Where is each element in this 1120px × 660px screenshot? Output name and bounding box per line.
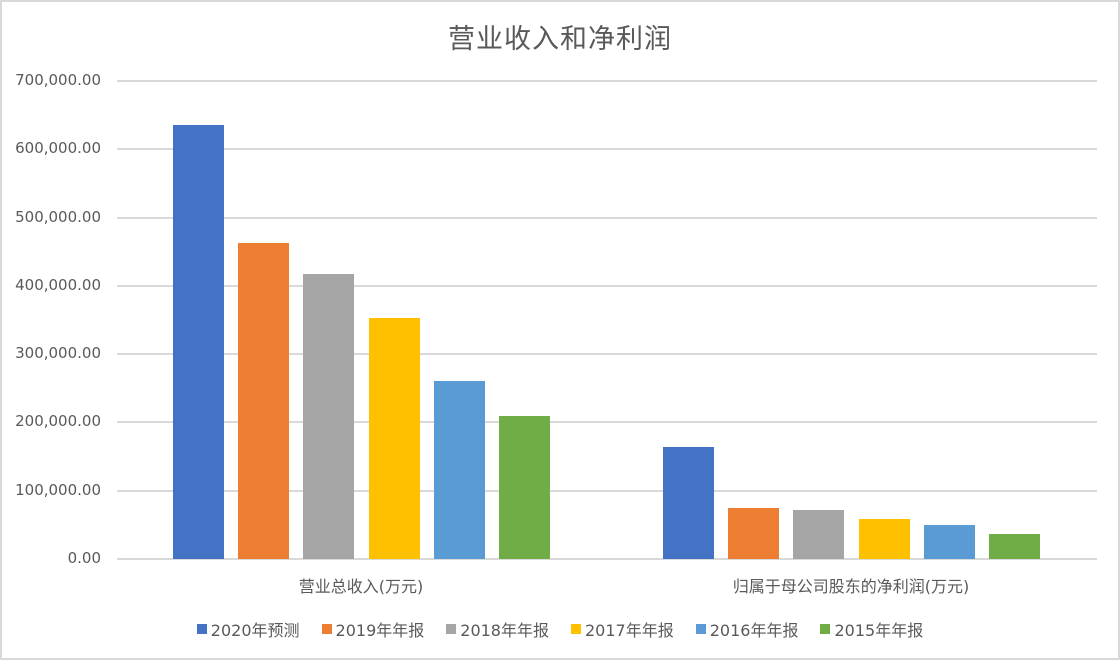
legend-item[interactable]: 2015年年报 — [820, 617, 923, 641]
legend-label: 2019年年报 — [335, 621, 425, 640]
legend-label: 2018年年报 — [460, 621, 549, 640]
legend-label: 2015年年报 — [834, 621, 924, 640]
legend-swatch-icon — [695, 624, 706, 634]
y-tick-label: 700,000.00 — [15, 71, 101, 89]
y-tick-label: 600,000.00 — [15, 139, 101, 158]
gridline — [117, 216, 1097, 219]
y-tick-label: 300,000.00 — [15, 344, 101, 363]
y-tick-label: 400,000.00 — [15, 275, 101, 294]
legend-item[interactable]: 2019年年报 — [321, 617, 425, 641]
legend-label: 2020年预测 — [210, 621, 300, 640]
legend-label: 2016年年报 — [709, 621, 799, 640]
bar[interactable] — [173, 125, 224, 559]
bar[interactable] — [858, 519, 910, 559]
legend-swatch-icon — [321, 624, 332, 634]
bar[interactable] — [663, 446, 714, 559]
legend-swatch-icon — [820, 624, 831, 634]
bar[interactable] — [923, 525, 975, 559]
y-tick-label: 200,000.00 — [15, 412, 101, 431]
bar[interactable] — [793, 510, 845, 559]
y-tick-label: 0.00 — [67, 549, 101, 567]
y-tick-label: 500,000.00 — [15, 207, 101, 226]
plot-area — [117, 80, 1097, 560]
legend-swatch-icon — [571, 624, 581, 634]
legend: 2020年预测 2019年年报 2018年年报 2017年年报 2016年年报 2015年… — [0, 617, 1120, 641]
gridline — [117, 558, 1097, 560]
gridline — [117, 284, 1097, 287]
legend-item[interactable]: 2017年年报 — [571, 617, 674, 641]
bar[interactable] — [728, 508, 780, 559]
legend-item[interactable]: 2016年年报 — [695, 617, 799, 641]
legend-label: 2017年年报 — [585, 621, 674, 640]
bar[interactable] — [433, 380, 485, 559]
gridline — [117, 421, 1097, 424]
legend-swatch-icon — [446, 624, 457, 634]
gridline — [117, 353, 1097, 356]
bar[interactable] — [303, 274, 355, 559]
bar[interactable] — [368, 317, 420, 559]
gridline — [117, 489, 1097, 492]
legend-item[interactable]: 2020年预测 — [196, 617, 300, 641]
legend-item[interactable]: 2018年年报 — [446, 617, 549, 641]
chart-title: 营业收入和净利润 — [448, 24, 672, 55]
legend-swatch-icon — [196, 624, 207, 634]
bar[interactable] — [499, 415, 550, 559]
x-category-label: 营业总收入(万元) — [298, 577, 424, 596]
bar[interactable] — [989, 534, 1040, 559]
gridline — [117, 148, 1097, 151]
bar[interactable] — [238, 242, 290, 559]
y-tick-label: 100,000.00 — [15, 480, 101, 499]
x-category-label: 归属于母公司股东的净利润(万元) — [732, 577, 970, 596]
gridline — [117, 80, 1097, 82]
